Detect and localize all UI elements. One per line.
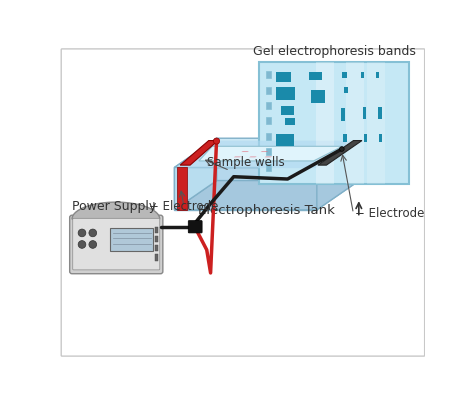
Polygon shape xyxy=(241,151,249,152)
FancyBboxPatch shape xyxy=(70,215,163,274)
Bar xyxy=(310,91,325,103)
Bar xyxy=(276,72,292,82)
Bar xyxy=(266,117,272,124)
Polygon shape xyxy=(249,156,257,157)
Circle shape xyxy=(213,138,219,144)
Bar xyxy=(155,255,158,261)
Bar xyxy=(266,71,272,78)
Bar xyxy=(276,134,294,146)
Bar xyxy=(266,102,272,109)
Bar xyxy=(344,87,347,93)
Circle shape xyxy=(339,147,344,151)
Bar xyxy=(378,107,382,119)
Polygon shape xyxy=(346,62,364,184)
Bar xyxy=(361,72,364,78)
Bar xyxy=(155,236,158,242)
Polygon shape xyxy=(316,62,334,184)
Polygon shape xyxy=(174,168,317,210)
Bar xyxy=(281,106,294,115)
Text: Power Supply: Power Supply xyxy=(72,200,156,213)
Bar xyxy=(276,87,294,101)
Polygon shape xyxy=(318,141,362,165)
Bar xyxy=(363,107,366,119)
Polygon shape xyxy=(199,146,342,161)
Bar xyxy=(284,118,294,125)
Polygon shape xyxy=(317,138,359,210)
Text: Electrophoresis Tank: Electrophoresis Tank xyxy=(198,205,335,217)
Polygon shape xyxy=(367,62,385,184)
Polygon shape xyxy=(174,138,359,168)
FancyBboxPatch shape xyxy=(61,49,425,356)
Bar xyxy=(266,148,272,155)
Circle shape xyxy=(89,241,97,248)
Bar xyxy=(341,108,346,120)
Circle shape xyxy=(78,229,86,237)
Polygon shape xyxy=(178,141,356,168)
Bar xyxy=(266,87,272,93)
Bar xyxy=(110,227,153,251)
Bar xyxy=(259,62,409,184)
Polygon shape xyxy=(264,156,272,157)
Bar xyxy=(155,245,158,251)
Bar xyxy=(376,72,379,78)
Circle shape xyxy=(89,229,97,237)
Polygon shape xyxy=(234,156,241,157)
Bar xyxy=(266,164,272,170)
Bar xyxy=(342,72,347,78)
Polygon shape xyxy=(174,180,359,210)
Bar xyxy=(155,227,158,233)
Polygon shape xyxy=(180,141,218,165)
Text: Sample wells: Sample wells xyxy=(207,156,284,169)
Polygon shape xyxy=(72,202,160,219)
Text: − Electrode: − Electrode xyxy=(355,207,424,220)
Polygon shape xyxy=(174,138,217,210)
Bar xyxy=(364,134,367,142)
Polygon shape xyxy=(217,138,359,180)
FancyBboxPatch shape xyxy=(73,218,160,270)
Polygon shape xyxy=(177,168,187,210)
FancyBboxPatch shape xyxy=(188,221,202,233)
Text: + Electrode: + Electrode xyxy=(149,200,219,213)
Bar xyxy=(379,134,383,142)
Bar xyxy=(343,134,347,142)
Bar xyxy=(266,133,272,140)
Bar xyxy=(309,72,322,80)
Circle shape xyxy=(78,241,86,248)
Text: Gel electrophoresis bands: Gel electrophoresis bands xyxy=(253,45,416,58)
Polygon shape xyxy=(261,151,268,152)
